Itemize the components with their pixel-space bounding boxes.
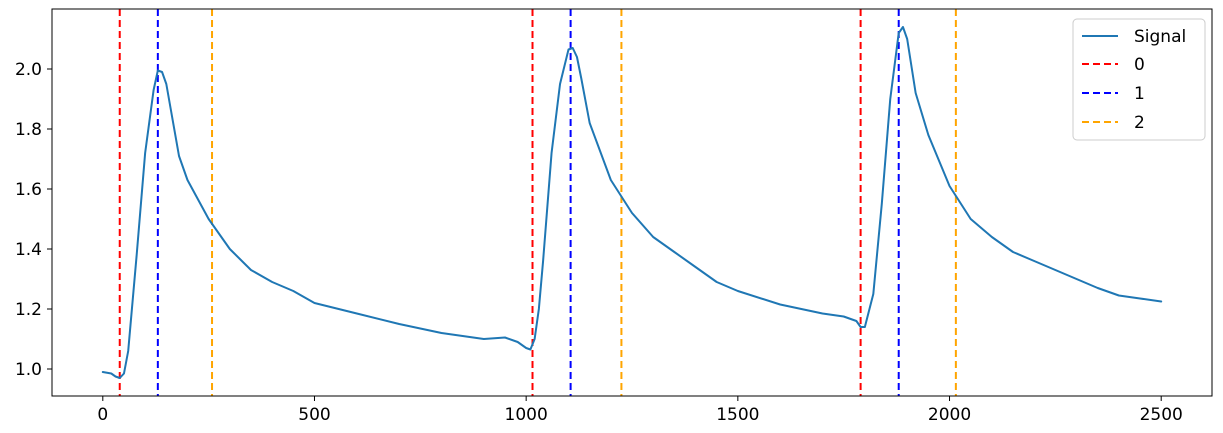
x-tick-label: 2000 [928,405,971,425]
y-tick-label: 1.2 [15,300,42,320]
x-axis-ticks: 0 500 1000 1500 2000 2500 [97,396,1183,425]
legend-label-2: 2 [1134,113,1145,133]
x-tick-label: 0 [97,405,108,425]
x-tick-label: 1000 [505,405,548,425]
legend-label-1: 1 [1134,84,1145,104]
signal-line [101,26,1163,379]
y-tick-label: 1.4 [15,240,42,260]
y-axis-ticks: 1.0 1.2 1.4 1.6 1.8 2.0 [15,60,52,380]
y-tick-label: 1.0 [15,360,42,380]
x-tick-label: 500 [298,405,330,425]
signal-series [101,26,1163,379]
plot-background [52,9,1212,396]
y-tick-label: 1.8 [15,120,42,140]
x-tick-label: 1500 [716,405,759,425]
y-tick-label: 2.0 [15,60,42,80]
marker-lines [118,9,957,396]
legend-label-signal: Signal [1134,27,1186,47]
plot-frame [51,8,1213,397]
legend-label-0: 0 [1134,55,1145,75]
legend-box [1072,18,1206,141]
y-tick-label: 1.6 [15,180,42,200]
legend: Signal 0 1 2 [1072,18,1206,141]
x-tick-label: 2500 [1140,405,1183,425]
